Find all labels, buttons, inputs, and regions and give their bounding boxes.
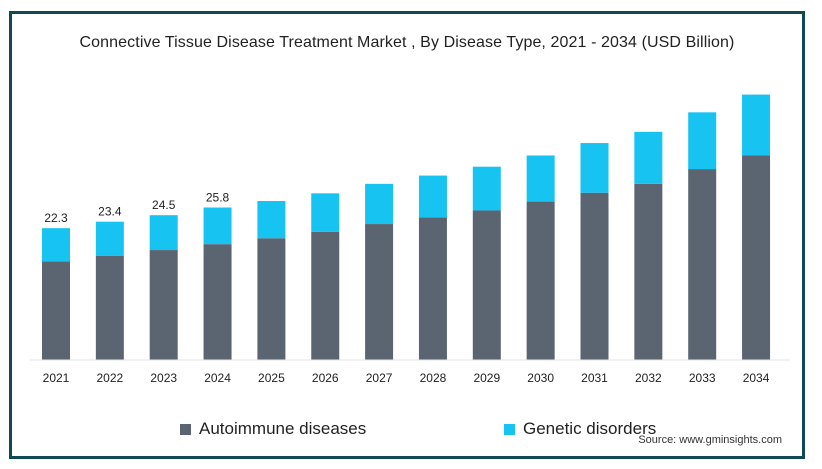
bar-genetic-2022 — [95, 221, 124, 256]
x-tick-label-2023: 2023 — [150, 371, 177, 385]
data-label-2023: 24.5 — [152, 198, 176, 212]
legend-label-autoimmune: Autoimmune diseases — [199, 419, 367, 438]
source-note: Source: www.gminsights.com — [638, 434, 782, 446]
data-label-2021: 22.3 — [44, 211, 68, 225]
bar-genetic-2031 — [580, 143, 609, 193]
bar-autoimmune-2034 — [742, 155, 771, 360]
x-tick-label-2032: 2032 — [635, 371, 662, 385]
bar-autoimmune-2033 — [688, 169, 717, 360]
bar-genetic-2034 — [742, 94, 771, 156]
bar-autoimmune-2026 — [311, 231, 340, 360]
legend-swatch-autoimmune — [180, 423, 191, 435]
x-tick-label-2024: 2024 — [204, 371, 231, 385]
x-tick-label-2027: 2027 — [366, 371, 393, 385]
bar-autoimmune-2029 — [472, 210, 501, 360]
x-tick-label-2030: 2030 — [527, 371, 554, 385]
bar-genetic-2030 — [526, 155, 555, 202]
bar-genetic-2033 — [688, 112, 717, 170]
chart-title: Connective Tissue Disease Treatment Mark… — [79, 34, 735, 51]
x-tick-label-2022: 2022 — [96, 371, 123, 385]
bar-autoimmune-2021 — [42, 261, 70, 360]
chart-frame: Connective Tissue Disease Treatment Mark… — [9, 11, 805, 459]
x-tick-label-2031: 2031 — [581, 371, 608, 385]
bar-genetic-2026 — [311, 193, 340, 232]
legend: Autoimmune diseases Genetic disorders — [12, 419, 802, 441]
bar-genetic-2032 — [634, 131, 663, 184]
x-tick-label-2034: 2034 — [743, 371, 770, 385]
bar-autoimmune-2027 — [365, 224, 394, 360]
x-tick-label-2021: 2021 — [43, 371, 70, 385]
legend-label-genetic: Genetic disorders — [523, 419, 657, 438]
bar-genetic-2025 — [257, 200, 286, 239]
bar-autoimmune-2031 — [580, 192, 609, 360]
bar-autoimmune-2023 — [149, 250, 178, 360]
bar-autoimmune-2028 — [418, 217, 447, 360]
x-tick-label-2029: 2029 — [473, 371, 500, 385]
x-tick-labels-group: 2021 2022 2023 2024 2025 2026 2027 2028 2029 2030… — [43, 371, 770, 385]
bar-chart: 22.3 23.4 24.525.8 2021 2022 2023 2024 2025 202… — [30, 94, 790, 385]
bar-genetic-2028 — [418, 175, 447, 218]
data-label-2024: 25.8 — [206, 190, 230, 204]
legend-item-genetic: Genetic disorders — [504, 419, 656, 439]
bar-autoimmune-2024 — [203, 244, 232, 360]
legend-item-autoimmune: Autoimmune diseases — [180, 419, 366, 439]
bar-genetic-2023 — [149, 215, 178, 251]
bar-autoimmune-2022 — [95, 255, 124, 360]
bar-genetic-2027 — [365, 183, 394, 225]
x-tick-label-2026: 2026 — [312, 371, 339, 385]
x-tick-label-2025: 2025 — [258, 371, 285, 385]
data-labels-group: 22.3 23.4 24.5 25.8 — [44, 190, 229, 225]
bar-genetic-2021 — [42, 228, 70, 262]
bar-autoimmune-2030 — [526, 201, 555, 360]
bar-autoimmune-2025 — [257, 238, 286, 360]
data-label-2022: 23.4 — [98, 205, 122, 219]
bar-autoimmune-2032 — [634, 183, 663, 360]
legend-swatch-genetic — [504, 423, 515, 435]
bar-genetic-2029 — [472, 166, 501, 211]
x-tick-label-2028: 2028 — [420, 371, 447, 385]
x-tick-label-2033: 2033 — [689, 371, 716, 385]
bar-genetic-2024 — [203, 207, 232, 245]
bars-group — [42, 94, 771, 360]
